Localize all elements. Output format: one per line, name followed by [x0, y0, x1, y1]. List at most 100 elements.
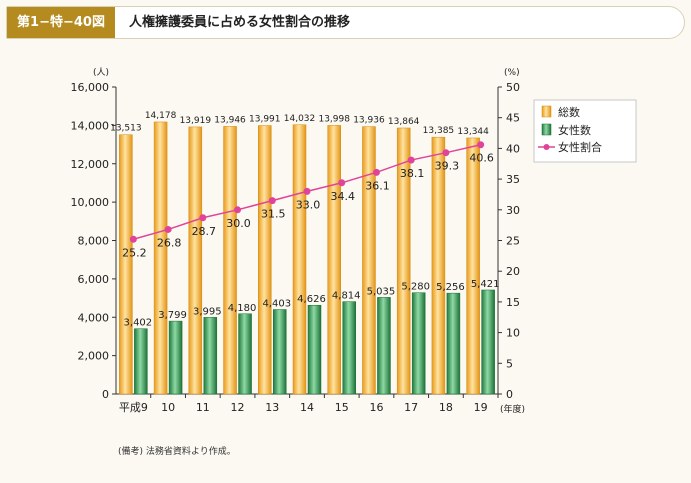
bar-total	[396, 127, 411, 395]
bar-total	[327, 125, 341, 395]
x-tick-label: 13	[265, 401, 279, 414]
bar-total	[466, 137, 480, 395]
ratio-label: 38.1	[400, 167, 425, 180]
legend-marker-ratio	[543, 144, 550, 150]
x-tick-label: 18	[439, 401, 453, 414]
x-tick-label: 10	[161, 401, 175, 414]
bar-female	[481, 289, 495, 395]
ratio-label: 26.8	[157, 236, 182, 249]
bar-female	[342, 301, 356, 395]
ratio-point	[338, 179, 346, 187]
x-unit: (年度)	[500, 403, 525, 415]
ratio-label: 34.4	[330, 190, 355, 203]
y-right-tick-label: 0	[506, 388, 513, 401]
legend-swatch-female	[541, 123, 552, 136]
y-right-unit: (%)	[504, 68, 520, 78]
y-right-tick-label: 10	[506, 327, 520, 340]
bar-female	[238, 313, 252, 395]
bar-female-label: 3,799	[158, 310, 187, 321]
ratio-point	[268, 197, 276, 205]
y-right-tick-label: 35	[506, 173, 520, 186]
x-tick-label: 19	[474, 401, 488, 414]
ratio-point	[164, 225, 172, 233]
bar-female-label: 5,035	[367, 286, 396, 297]
ratio-point	[477, 141, 485, 149]
bar-total-label: 13,998	[318, 114, 350, 124]
bar-female	[203, 317, 218, 395]
figure-number: 第1−特−40図	[7, 7, 115, 38]
bar-total	[223, 126, 237, 395]
y-left-tick-label: 2,000	[78, 350, 110, 363]
ratio-label: 33.0	[296, 198, 321, 211]
ratio-label: 30.0	[226, 217, 251, 230]
y-right-tick-label: 15	[506, 296, 520, 309]
ratio-point	[303, 187, 311, 195]
x-tick-label: 12	[231, 401, 245, 414]
y-right-tick-label: 50	[506, 81, 520, 94]
bar-total	[119, 134, 133, 395]
bar-female	[134, 328, 148, 395]
bar-total	[362, 126, 376, 395]
bar-female	[168, 320, 183, 395]
y-left-tick-label: 0	[102, 388, 109, 401]
y-left-unit: (人)	[93, 67, 109, 78]
bar-female	[273, 309, 287, 395]
bar-female-label: 4,626	[297, 294, 326, 305]
ratio-point	[129, 235, 137, 243]
bar-female-label: 4,180	[228, 303, 257, 314]
ratio-label: 36.1	[365, 179, 390, 192]
bar-total-label: 13,513	[110, 124, 142, 134]
y-right-tick-label: 5	[506, 357, 513, 370]
ratio-point	[407, 156, 415, 164]
bar-total-label: 13,991	[249, 115, 281, 125]
bar-female	[411, 292, 426, 395]
x-tick-label: 11	[196, 401, 210, 414]
x-tick-label: 平成9	[119, 401, 148, 414]
legend-label-female: 女性数	[558, 123, 591, 137]
bar-total	[258, 125, 272, 395]
bar-total-label: 13,919	[180, 116, 212, 126]
bar-female	[377, 297, 391, 395]
bar-total-label: 13,344	[457, 127, 489, 137]
bar-total-label: 13,864	[388, 117, 420, 127]
bar-total-label: 14,178	[145, 111, 177, 121]
y-right-tick-label: 40	[506, 142, 520, 155]
y-left-tick-label: 16,000	[71, 81, 110, 94]
bar-total	[292, 124, 307, 395]
bar-female-label: 5,421	[471, 279, 500, 290]
y-right-tick-label: 25	[506, 235, 520, 248]
ratio-label: 31.5	[261, 208, 286, 221]
y-left-tick-label: 14,000	[71, 119, 110, 132]
ratio-label: 39.3	[435, 160, 460, 173]
figure-header: 第1−特−40図 人権擁護委員に占める女性割合の推移	[6, 6, 685, 39]
y-left-tick-label: 4,000	[78, 311, 110, 324]
y-left-tick-label: 10,000	[71, 196, 110, 209]
ratio-point	[442, 149, 450, 157]
y-right-tick-label: 20	[506, 265, 520, 278]
ratio-label: 28.7	[192, 225, 217, 238]
bar-female-label: 4,814	[332, 291, 361, 302]
bar-female	[307, 304, 322, 395]
legend-swatch-total	[541, 105, 552, 118]
legend-label-total: 総数	[558, 105, 580, 119]
ratio-label: 40.6	[469, 152, 494, 165]
bar-total-label: 13,946	[214, 115, 246, 125]
bar-female	[446, 292, 461, 395]
bar-total-label: 13,385	[423, 126, 455, 136]
source-note: (備考) 法務省資料より作成。	[118, 447, 236, 457]
figure-title: 人権擁護委員に占める女性割合の推移	[129, 15, 351, 30]
bar-total	[431, 136, 446, 395]
y-left-tick-label: 6,000	[78, 273, 110, 286]
x-tick-label: 17	[404, 401, 418, 414]
y-left-tick-label: 12,000	[71, 158, 110, 171]
x-tick-label: 16	[369, 401, 383, 414]
bar-female-label: 4,403	[262, 299, 291, 310]
bar-total-label: 14,032	[284, 114, 316, 124]
bar-female-label: 3,402	[124, 318, 153, 329]
bar-total	[188, 126, 203, 395]
ratio-point	[372, 168, 380, 176]
y-right-tick-label: 45	[506, 112, 520, 125]
ratio-point	[234, 206, 242, 214]
bar-total-label: 13,936	[353, 116, 385, 126]
